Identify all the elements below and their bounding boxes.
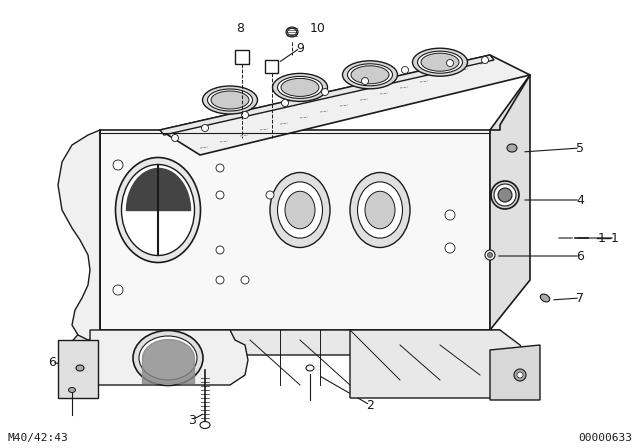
Ellipse shape [498,188,512,202]
Polygon shape [490,75,530,330]
Polygon shape [58,130,100,340]
Circle shape [216,276,224,284]
Polygon shape [58,340,98,398]
Circle shape [488,253,493,258]
Circle shape [485,250,495,260]
Ellipse shape [211,91,249,109]
Circle shape [362,78,369,85]
Ellipse shape [348,64,392,86]
Text: M40/42:43: M40/42:43 [8,433,68,443]
Text: 7: 7 [576,292,584,305]
Ellipse shape [278,182,323,238]
Circle shape [216,191,224,199]
Circle shape [282,99,289,107]
Circle shape [445,243,455,253]
Circle shape [113,285,123,295]
Ellipse shape [133,331,203,385]
Ellipse shape [202,86,257,114]
Text: 9: 9 [296,42,304,55]
Circle shape [445,210,455,220]
Text: 6: 6 [48,356,56,369]
Ellipse shape [270,172,330,247]
Ellipse shape [207,89,253,111]
Ellipse shape [417,51,463,73]
Polygon shape [490,345,540,400]
Circle shape [447,60,454,66]
Text: 00000633: 00000633 [578,433,632,443]
Ellipse shape [115,158,200,263]
Polygon shape [160,55,494,135]
Text: 6: 6 [576,250,584,263]
Ellipse shape [421,53,459,71]
Ellipse shape [491,181,519,209]
Ellipse shape [286,27,298,37]
Ellipse shape [350,172,410,247]
Text: 2: 2 [366,399,374,412]
Circle shape [241,112,248,119]
Circle shape [172,134,179,142]
Bar [265,60,278,73]
Text: 1: 1 [611,232,619,245]
Ellipse shape [200,422,210,428]
Circle shape [202,125,209,132]
Ellipse shape [342,61,397,89]
Text: 10: 10 [310,22,326,34]
Polygon shape [90,330,248,385]
Polygon shape [350,330,530,398]
Ellipse shape [413,48,467,76]
Text: 8: 8 [236,22,244,34]
Ellipse shape [287,29,296,35]
Ellipse shape [494,184,516,206]
Circle shape [481,56,488,64]
Ellipse shape [278,77,323,99]
Circle shape [321,89,328,95]
Circle shape [517,372,523,378]
Bar [235,50,249,64]
Polygon shape [60,330,520,355]
Circle shape [216,164,224,172]
Text: 3: 3 [188,414,196,426]
Polygon shape [100,130,490,330]
Ellipse shape [139,336,197,380]
Text: 5: 5 [576,142,584,155]
Ellipse shape [285,191,315,229]
Ellipse shape [76,365,84,371]
Circle shape [113,160,123,170]
Polygon shape [160,55,530,155]
Circle shape [401,66,408,73]
Text: 1: 1 [598,232,606,245]
Circle shape [514,369,526,381]
Circle shape [241,276,249,284]
Ellipse shape [358,182,403,238]
Ellipse shape [351,66,389,84]
Ellipse shape [365,191,395,229]
Ellipse shape [540,294,550,302]
Ellipse shape [68,388,76,392]
Ellipse shape [306,365,314,371]
Text: 4: 4 [576,194,584,207]
Circle shape [216,246,224,254]
Circle shape [266,191,274,199]
Ellipse shape [122,164,195,255]
Ellipse shape [273,73,328,101]
Ellipse shape [507,144,517,152]
Ellipse shape [281,78,319,96]
